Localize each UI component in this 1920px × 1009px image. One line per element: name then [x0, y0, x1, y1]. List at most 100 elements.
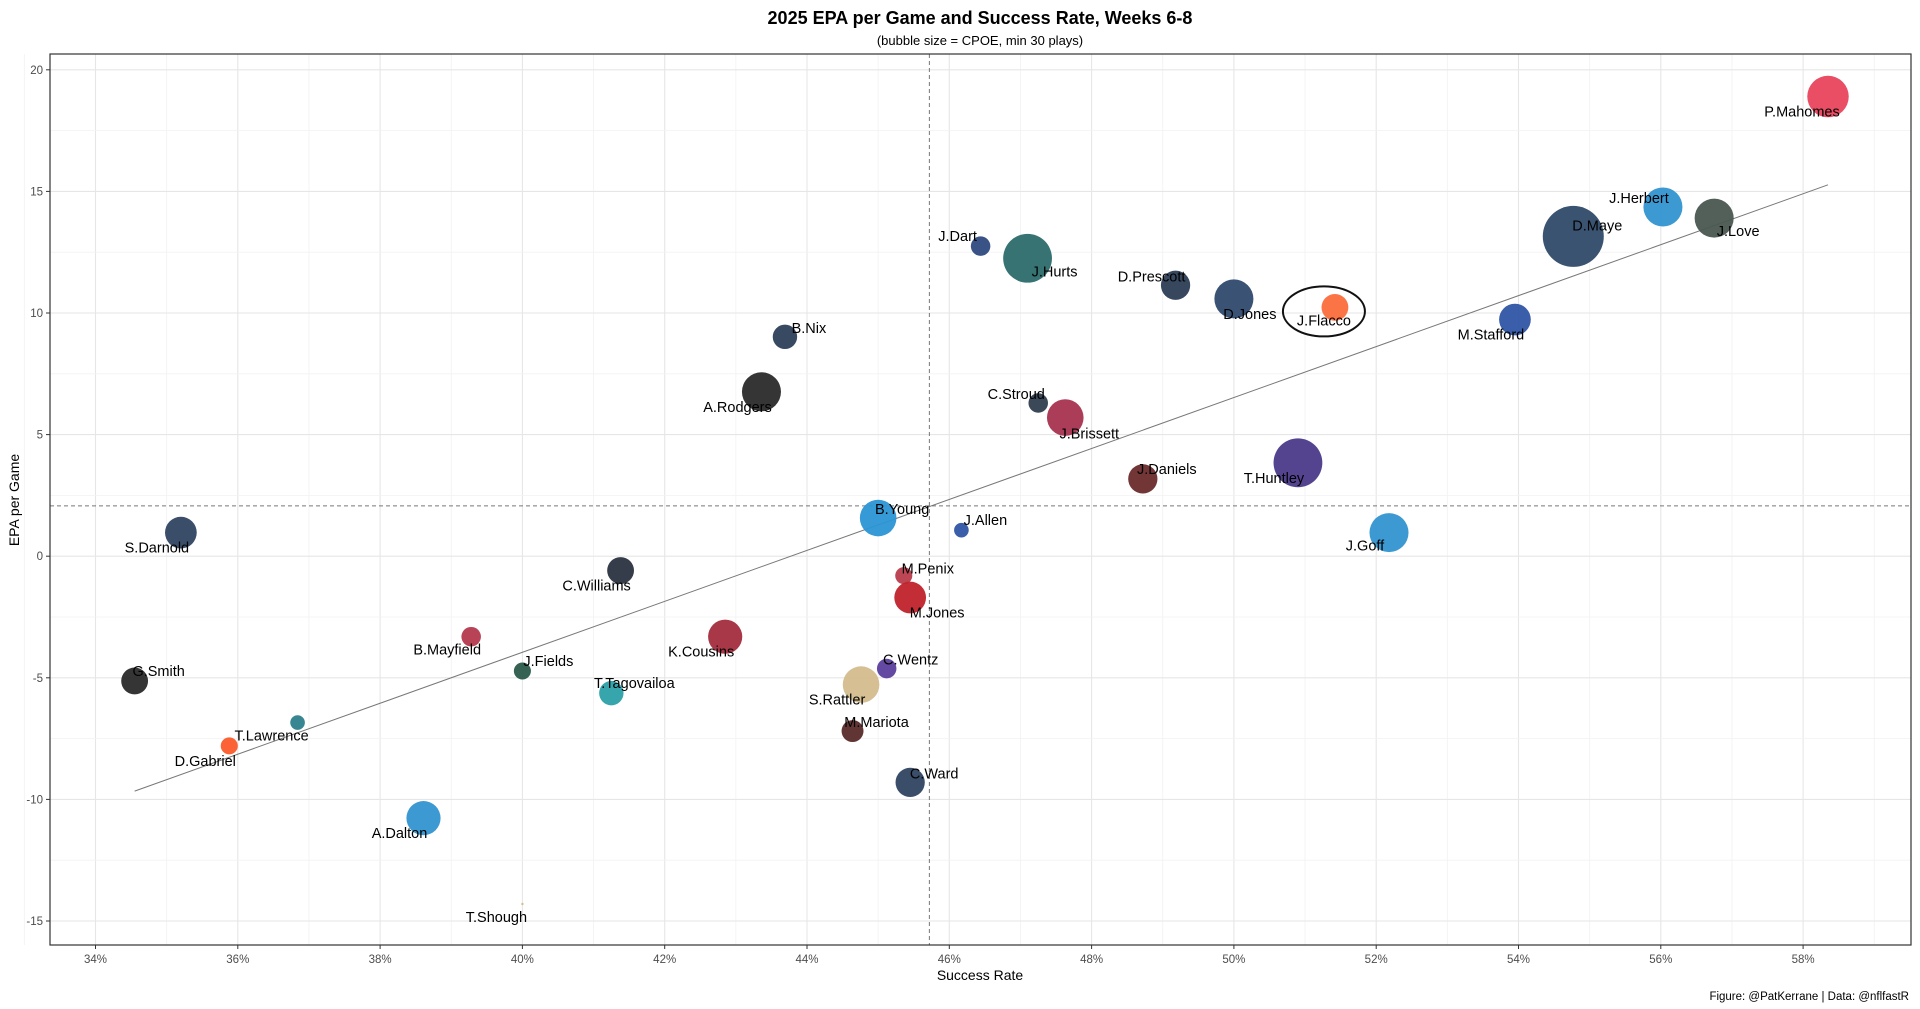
point-label: M.Jones — [910, 606, 965, 622]
reference-lines — [50, 54, 1911, 945]
point-label: M.Stafford — [1458, 328, 1525, 344]
point-label: J.Herbert — [1609, 191, 1669, 207]
point-label: C.Wentz — [883, 653, 938, 669]
bubble-k-cousins — [708, 619, 743, 654]
point-label: M.Mariota — [844, 715, 909, 731]
bubble-c-wentz — [876, 658, 897, 679]
bubble-m-jones — [894, 581, 927, 614]
gridlines — [23, 54, 1911, 945]
point-label: J.Daniels — [1137, 462, 1197, 478]
bubble-m-stafford — [1499, 303, 1531, 336]
y-tick-label: 15 — [30, 186, 43, 198]
y-tick-label: 20 — [30, 65, 43, 77]
y-tick-label: 5 — [37, 430, 43, 442]
bubble-t-shough — [521, 902, 524, 906]
x-tick-label: 54% — [1507, 954, 1530, 966]
point-label: K.Cousins — [668, 645, 734, 661]
bubble-j-flacco — [1321, 293, 1349, 321]
highlight-circle — [1281, 285, 1366, 338]
point-label: T.Shough — [466, 910, 527, 926]
point-label: J.Allen — [964, 513, 1008, 529]
bubble-t-huntley — [1273, 438, 1323, 488]
bubble-b-nix — [772, 324, 798, 350]
point-label: M.Penix — [902, 562, 955, 578]
bubble-j-hurts — [1003, 233, 1052, 283]
bubble-d-jones — [1214, 279, 1254, 319]
x-tick-label: 34% — [84, 954, 107, 966]
y-tick-label: -10 — [26, 794, 43, 806]
point-label: C.Williams — [562, 579, 630, 595]
bubble-j-allen — [954, 522, 969, 538]
x-tick-label: 40% — [511, 954, 534, 966]
x-tick-label: 44% — [795, 954, 818, 966]
point-label: D.Maye — [1572, 218, 1622, 234]
bubble-c-ward — [895, 767, 925, 798]
x-tick-label: 46% — [938, 954, 961, 966]
point-label: B.Nix — [792, 321, 827, 337]
highlight-ellipse — [1281, 285, 1366, 338]
point-label: T.Tagovailoa — [594, 676, 676, 692]
x-tick-label: 38% — [369, 954, 392, 966]
bubbles — [121, 75, 1849, 906]
y-axis-ticks: -15 -10 -5 0 5 10 15 20 — [26, 65, 50, 928]
chart-caption: Figure: @PatKerrane | Data: @nflfastR — [1709, 991, 1909, 1003]
point-labels: P.Mahomes J.Herbert J.Love D.Maye J.Dart J.Hu… — [125, 105, 1840, 926]
point-label: J.Brissett — [1059, 427, 1119, 443]
bubble-a-dalton — [406, 801, 441, 836]
y-tick-label: -15 — [26, 916, 43, 928]
chart-subtitle: (bubble size = CPOE, min 30 plays) — [877, 33, 1083, 48]
bubble-d-maye — [1542, 205, 1604, 267]
point-label: J.Goff — [1346, 539, 1385, 555]
x-tick-label: 36% — [226, 954, 249, 966]
bubble-b-mayfield — [461, 626, 481, 647]
bubble-c-williams — [607, 557, 635, 584]
chart-title: 2025 EPA per Game and Success Rate, Week… — [768, 8, 1193, 28]
point-label: B.Mayfield — [413, 643, 481, 659]
y-tick-label: 10 — [30, 308, 43, 320]
bubble-s-rattler — [842, 666, 880, 703]
bubble-d-prescott — [1160, 270, 1191, 300]
bubble-t-tagovailoa — [599, 680, 624, 706]
bubble-j-fields — [513, 662, 531, 680]
point-label: A.Rodgers — [703, 400, 772, 416]
point-label: D.Jones — [1223, 307, 1276, 323]
bubble-m-mariota — [841, 720, 864, 743]
point-label: P.Mahomes — [1764, 105, 1840, 121]
x-tick-label: 52% — [1365, 954, 1388, 966]
point-label: S.Darnold — [125, 541, 189, 557]
point-label: C.Stroud — [988, 387, 1045, 403]
point-label: A.Dalton — [372, 826, 428, 842]
point-label: J.Dart — [938, 229, 977, 245]
point-label: J.Love — [1717, 224, 1760, 240]
y-axis-label: EPA per Game — [6, 454, 22, 547]
y-tick-label: -5 — [33, 673, 43, 685]
x-axis-ticks: 34% 36% 38% 40% 42% 44% 46% 48% 50% 52% 54% 56% 58% — [84, 945, 1815, 966]
x-axis-label: Success Rate — [937, 967, 1024, 983]
y-tick-label: 0 — [37, 551, 43, 563]
bubble-p-mahomes — [1807, 75, 1849, 118]
bubble-j-goff — [1369, 513, 1409, 553]
point-label: T.Lawrence — [234, 729, 308, 745]
x-tick-label: 50% — [1222, 954, 1245, 966]
x-tick-label: 56% — [1649, 954, 1672, 966]
regression-line — [134, 184, 1829, 792]
bubble-t-lawrence — [290, 715, 305, 730]
bubble-j-herbert — [1643, 187, 1683, 227]
point-label: B.Young — [875, 502, 929, 518]
bubble-g-smith — [121, 667, 149, 695]
bubble-j-dart — [970, 236, 991, 256]
bubble-j-love — [1694, 198, 1734, 238]
point-label: C.Ward — [910, 766, 959, 782]
point-label: G.Smith — [132, 664, 184, 680]
point-label: J.Flacco — [1297, 313, 1351, 329]
plot-border — [49, 53, 1912, 946]
x-tick-label: 48% — [1080, 954, 1103, 966]
point-label: T.Huntley — [1244, 471, 1305, 487]
bubble-m-penix — [895, 567, 913, 585]
x-tick-label: 58% — [1792, 954, 1815, 966]
bubble-s-darnold — [165, 516, 197, 549]
trend-line — [134, 184, 1829, 792]
point-label: J.Fields — [523, 654, 573, 670]
point-label: J.Hurts — [1032, 264, 1078, 280]
